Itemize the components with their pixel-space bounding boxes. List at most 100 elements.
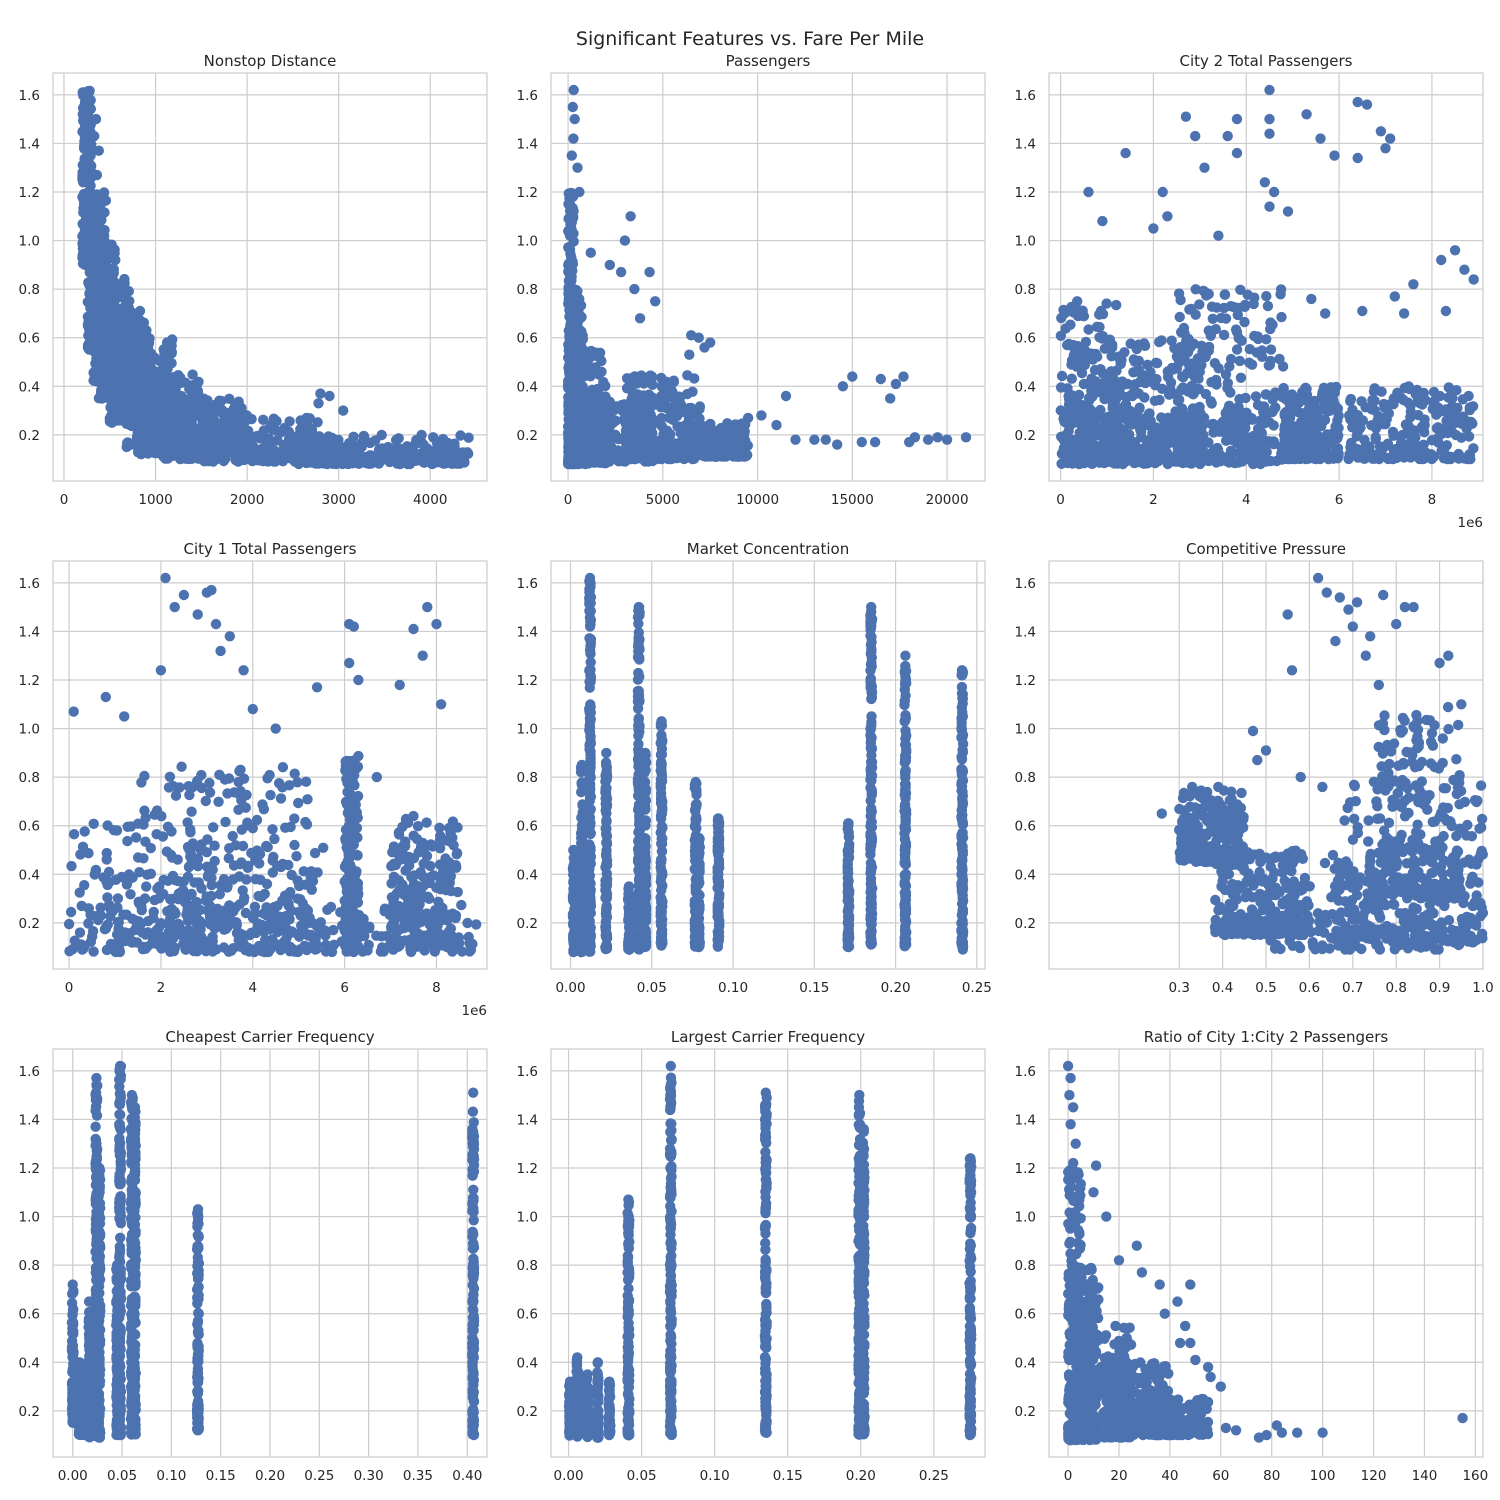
data-point — [1121, 440, 1132, 452]
y-tick-label: 0.2 — [1015, 428, 1036, 444]
data-point — [1222, 377, 1234, 389]
data-point — [1073, 389, 1085, 401]
data-point — [1399, 382, 1410, 394]
data-point — [78, 161, 90, 172]
y-tick-label: 1.6 — [517, 88, 538, 104]
data-point — [116, 283, 127, 294]
data-point — [1211, 457, 1222, 468]
data-point — [629, 283, 640, 295]
data-point — [1411, 384, 1423, 396]
data-point — [1120, 147, 1131, 159]
data-point — [1256, 351, 1268, 362]
data-point — [124, 390, 136, 401]
data-point — [1107, 433, 1118, 444]
data-point — [1332, 433, 1343, 444]
x-tick-label: 1000 — [138, 492, 172, 508]
data-point — [1275, 284, 1287, 295]
data-point — [141, 325, 152, 336]
data-point — [1200, 447, 1211, 459]
data-point — [1309, 395, 1320, 407]
data-point — [1150, 457, 1161, 469]
y-tick-label: 1.6 — [19, 88, 40, 104]
data-point — [1301, 383, 1312, 395]
data-point — [1105, 453, 1116, 465]
x-tick-label: 3000 — [321, 492, 355, 508]
data-point — [1249, 443, 1261, 454]
data-point — [1438, 453, 1450, 464]
data-point — [238, 454, 250, 466]
data-point — [198, 397, 209, 408]
data-point — [709, 451, 720, 462]
data-point — [1291, 431, 1302, 443]
data-point — [431, 456, 442, 467]
data-point — [94, 236, 105, 247]
data-point — [1055, 382, 1067, 393]
data-point — [1139, 458, 1151, 469]
data-point — [106, 239, 117, 250]
data-point — [1242, 289, 1253, 300]
data-point — [1388, 399, 1399, 410]
data-point — [370, 435, 381, 446]
data-point — [567, 101, 578, 113]
data-point — [1095, 364, 1106, 375]
data-point — [1209, 358, 1221, 369]
data-point — [177, 414, 188, 425]
data-point — [78, 87, 89, 98]
data-point — [1092, 430, 1103, 441]
data-point — [1185, 342, 1196, 353]
data-point — [1276, 311, 1287, 323]
data-point — [1206, 398, 1217, 409]
data-point — [568, 133, 579, 144]
data-point — [108, 355, 120, 366]
data-point — [885, 393, 896, 404]
data-point — [170, 394, 182, 405]
data-point — [1259, 436, 1271, 447]
data-point — [1356, 396, 1367, 407]
data-point — [430, 445, 442, 456]
scatter-series — [77, 85, 474, 470]
data-point — [162, 453, 173, 464]
data-point — [1149, 395, 1161, 406]
data-point — [566, 275, 577, 286]
data-point — [119, 406, 130, 417]
data-point — [1072, 436, 1083, 447]
data-point — [1261, 291, 1272, 302]
data-point — [583, 455, 594, 466]
data-point — [596, 355, 607, 367]
data-point — [1158, 429, 1170, 441]
data-point — [99, 224, 110, 236]
data-point — [568, 236, 579, 247]
data-point — [100, 257, 111, 269]
data-point — [1179, 355, 1190, 366]
data-point — [890, 378, 902, 390]
data-point — [573, 386, 584, 397]
y-tick-label: 1.2 — [19, 185, 40, 201]
data-point — [1136, 432, 1147, 443]
data-point — [690, 420, 702, 431]
data-point — [108, 267, 120, 278]
data-point — [107, 330, 119, 341]
data-point — [1114, 377, 1126, 389]
data-point — [97, 374, 108, 386]
data-point — [1150, 380, 1161, 391]
data-point — [1377, 418, 1389, 430]
y-tick-label: 1.4 — [517, 136, 538, 152]
data-point — [133, 387, 145, 398]
data-point — [625, 211, 636, 222]
data-point — [197, 421, 208, 432]
data-point — [642, 452, 654, 463]
y-tick-label: 0.4 — [517, 379, 538, 395]
data-point — [568, 84, 579, 96]
data-point — [832, 439, 843, 450]
data-point — [91, 224, 103, 236]
data-point — [275, 427, 286, 438]
data-point — [1233, 302, 1244, 314]
data-point — [616, 400, 627, 411]
data-point — [577, 333, 589, 345]
data-point — [1224, 361, 1235, 372]
data-point — [1431, 409, 1442, 420]
data-point — [1142, 359, 1153, 370]
data-point — [1369, 383, 1380, 394]
data-point — [1187, 362, 1199, 373]
data-point — [1072, 310, 1084, 322]
